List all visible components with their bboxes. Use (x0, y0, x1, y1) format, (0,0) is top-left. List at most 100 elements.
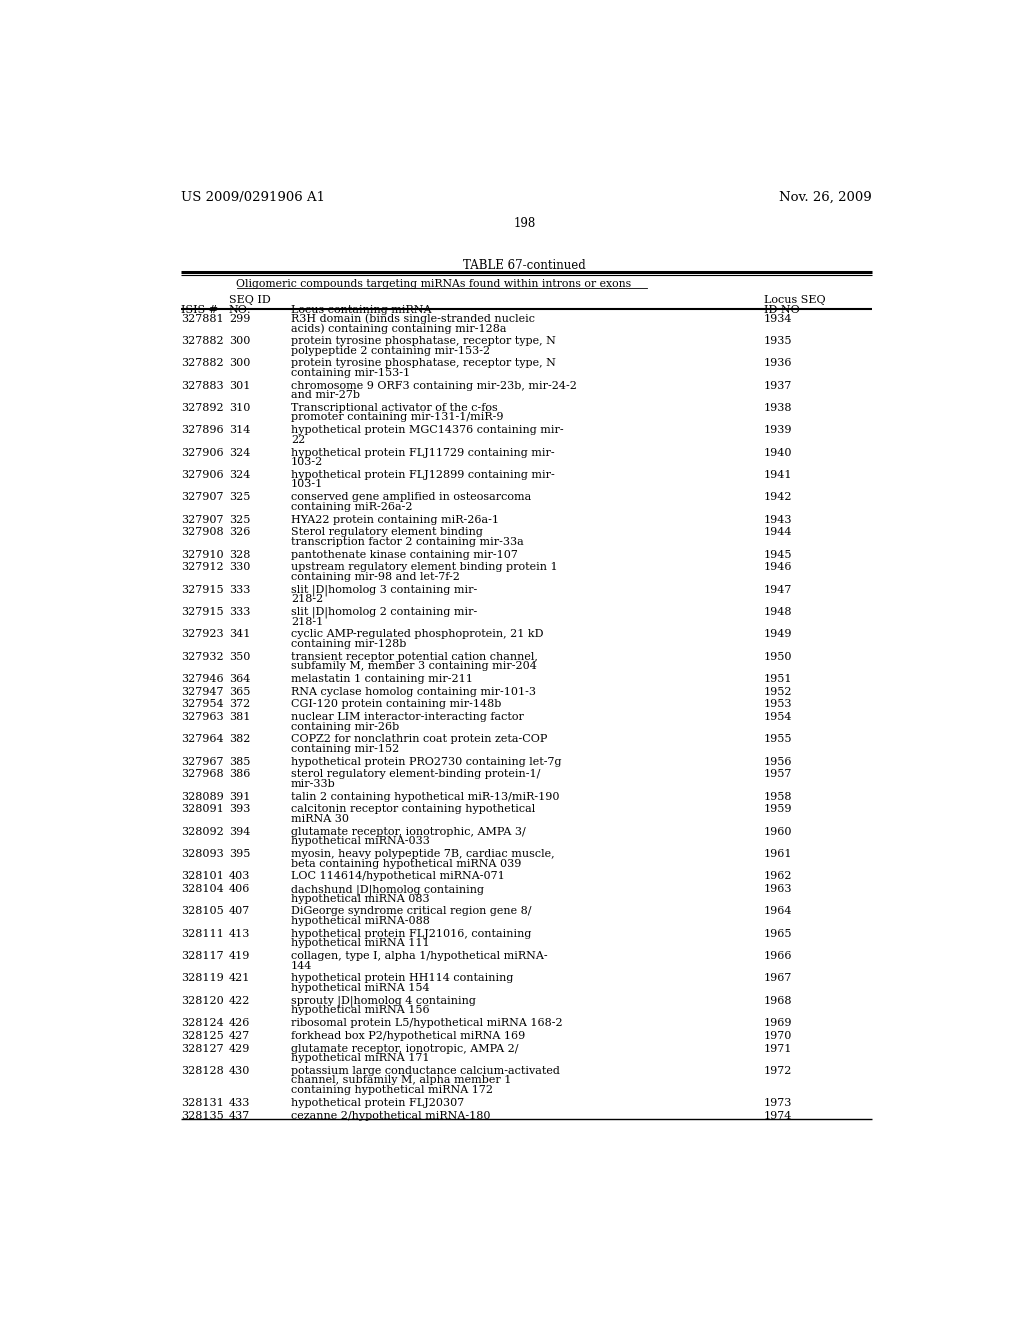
Text: 327896: 327896 (180, 425, 223, 436)
Text: containing mir-152: containing mir-152 (291, 744, 399, 754)
Text: 22: 22 (291, 434, 305, 445)
Text: sterol regulatory element-binding protein-1/: sterol regulatory element-binding protei… (291, 770, 540, 779)
Text: 430: 430 (228, 1065, 250, 1076)
Text: 328104: 328104 (180, 884, 223, 894)
Text: 1963: 1963 (764, 884, 792, 894)
Text: 310: 310 (228, 403, 250, 413)
Text: 103-1: 103-1 (291, 479, 323, 490)
Text: US 2009/0291906 A1: US 2009/0291906 A1 (180, 191, 325, 203)
Text: potassium large conductance calcium-activated: potassium large conductance calcium-acti… (291, 1065, 560, 1076)
Text: Locus SEQ: Locus SEQ (764, 296, 825, 305)
Text: Transcriptional activator of the c-fos: Transcriptional activator of the c-fos (291, 403, 498, 413)
Text: nuclear LIM interactor-interacting factor: nuclear LIM interactor-interacting facto… (291, 711, 523, 722)
Text: forkhead box P2/hypothetical miRNA 169: forkhead box P2/hypothetical miRNA 169 (291, 1031, 525, 1040)
Text: collagen, type I, alpha 1/hypothetical miRNA-: collagen, type I, alpha 1/hypothetical m… (291, 952, 548, 961)
Text: 327912: 327912 (180, 562, 223, 573)
Text: polypeptide 2 containing mir-153-2: polypeptide 2 containing mir-153-2 (291, 346, 489, 355)
Text: 328117: 328117 (180, 952, 223, 961)
Text: 433: 433 (228, 1098, 250, 1107)
Text: slit |D|homolog 3 containing mir-: slit |D|homolog 3 containing mir- (291, 585, 477, 597)
Text: 381: 381 (228, 711, 250, 722)
Text: 1960: 1960 (764, 826, 792, 837)
Text: 364: 364 (228, 675, 250, 684)
Text: hypothetical protein PRO2730 containing let-7g: hypothetical protein PRO2730 containing … (291, 756, 561, 767)
Text: 1955: 1955 (764, 734, 792, 744)
Text: and mir-27b: and mir-27b (291, 391, 359, 400)
Text: 1953: 1953 (764, 700, 792, 709)
Text: TABLE 67-continued: TABLE 67-continued (464, 259, 586, 272)
Text: hypothetical protein HH114 containing: hypothetical protein HH114 containing (291, 973, 513, 983)
Text: 1951: 1951 (764, 675, 792, 684)
Text: 1941: 1941 (764, 470, 792, 480)
Text: 300: 300 (228, 335, 250, 346)
Text: 218-1: 218-1 (291, 616, 323, 627)
Text: 419: 419 (228, 952, 250, 961)
Text: 1972: 1972 (764, 1065, 792, 1076)
Text: 382: 382 (228, 734, 250, 744)
Text: 1946: 1946 (764, 562, 792, 573)
Text: hypothetical protein FLJ12899 containing mir-: hypothetical protein FLJ12899 containing… (291, 470, 555, 480)
Text: 333: 333 (228, 607, 250, 616)
Text: 327910: 327910 (180, 549, 223, 560)
Text: 393: 393 (228, 804, 250, 814)
Text: 429: 429 (228, 1044, 250, 1053)
Text: SEQ ID: SEQ ID (228, 296, 270, 305)
Text: 327907: 327907 (180, 492, 223, 502)
Text: 1935: 1935 (764, 335, 792, 346)
Text: 1944: 1944 (764, 527, 792, 537)
Text: 1950: 1950 (764, 652, 792, 661)
Text: 327882: 327882 (180, 358, 223, 368)
Text: 327963: 327963 (180, 711, 223, 722)
Text: RNA cyclase homolog containing mir-101-3: RNA cyclase homolog containing mir-101-3 (291, 686, 536, 697)
Text: NO:: NO: (228, 305, 251, 315)
Text: 327954: 327954 (180, 700, 223, 709)
Text: sprouty |D|homolog 4 containing: sprouty |D|homolog 4 containing (291, 995, 475, 1007)
Text: 327915: 327915 (180, 607, 223, 616)
Text: ribosomal protein L5/hypothetical miRNA 168-2: ribosomal protein L5/hypothetical miRNA … (291, 1018, 562, 1028)
Text: dachshund |D|homolog containing: dachshund |D|homolog containing (291, 884, 483, 896)
Text: R3H domain (binds single-stranded nucleic: R3H domain (binds single-stranded nuclei… (291, 314, 535, 325)
Text: 1947: 1947 (764, 585, 792, 594)
Text: 300: 300 (228, 358, 250, 368)
Text: 1959: 1959 (764, 804, 792, 814)
Text: 327906: 327906 (180, 470, 223, 480)
Text: hypothetical protein FLJ20307: hypothetical protein FLJ20307 (291, 1098, 464, 1107)
Text: 328101: 328101 (180, 871, 223, 882)
Text: containing mir-153-1: containing mir-153-1 (291, 368, 410, 378)
Text: hypothetical miRNA-033: hypothetical miRNA-033 (291, 837, 430, 846)
Text: hypothetical protein FLJ21016, containing: hypothetical protein FLJ21016, containin… (291, 929, 531, 939)
Text: protein tyrosine phosphatase, receptor type, N: protein tyrosine phosphatase, receptor t… (291, 335, 556, 346)
Text: talin 2 containing hypothetical miR-13/miR-190: talin 2 containing hypothetical miR-13/m… (291, 792, 559, 801)
Text: 328135: 328135 (180, 1110, 223, 1121)
Text: upstream regulatory element binding protein 1: upstream regulatory element binding prot… (291, 562, 557, 573)
Text: 422: 422 (228, 995, 250, 1006)
Text: 403: 403 (228, 871, 250, 882)
Text: 372: 372 (228, 700, 250, 709)
Text: 327964: 327964 (180, 734, 223, 744)
Text: hypothetical protein MGC14376 containing mir-: hypothetical protein MGC14376 containing… (291, 425, 563, 436)
Text: 328125: 328125 (180, 1031, 223, 1040)
Text: 328092: 328092 (180, 826, 223, 837)
Text: 327915: 327915 (180, 585, 223, 594)
Text: hypothetical miRNA 154: hypothetical miRNA 154 (291, 983, 429, 993)
Text: hypothetical miRNA 111: hypothetical miRNA 111 (291, 939, 429, 948)
Text: 327881: 327881 (180, 314, 223, 323)
Text: 325: 325 (228, 492, 250, 502)
Text: 1952: 1952 (764, 686, 792, 697)
Text: 328127: 328127 (180, 1044, 223, 1053)
Text: slit |D|homolog 2 containing mir-: slit |D|homolog 2 containing mir- (291, 607, 477, 619)
Text: 1949: 1949 (764, 630, 792, 639)
Text: 1939: 1939 (764, 425, 792, 436)
Text: containing hypothetical miRNA 172: containing hypothetical miRNA 172 (291, 1085, 493, 1096)
Text: ID NO: ID NO (764, 305, 800, 315)
Text: 1961: 1961 (764, 849, 792, 859)
Text: 333: 333 (228, 585, 250, 594)
Text: 350: 350 (228, 652, 250, 661)
Text: 327923: 327923 (180, 630, 223, 639)
Text: 1970: 1970 (764, 1031, 792, 1040)
Text: 324: 324 (228, 470, 250, 480)
Text: promoter containing mir-131-1/miR-9: promoter containing mir-131-1/miR-9 (291, 412, 503, 422)
Text: 1940: 1940 (764, 447, 792, 458)
Text: 327932: 327932 (180, 652, 223, 661)
Text: 1962: 1962 (764, 871, 792, 882)
